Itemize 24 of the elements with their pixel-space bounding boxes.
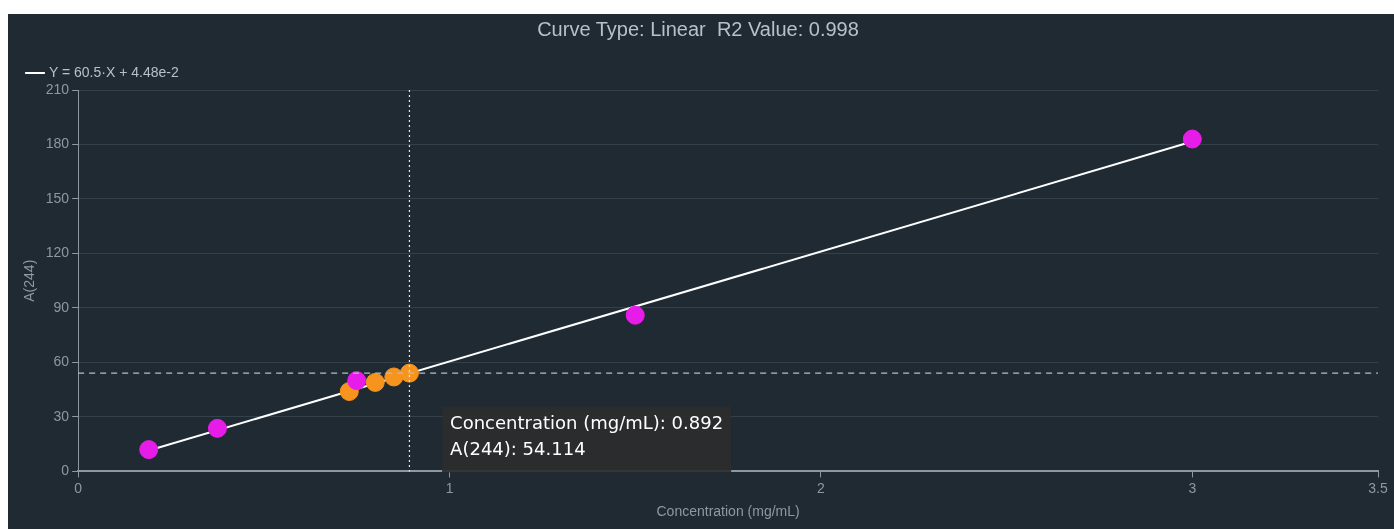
x-tick-label: 3 (1188, 479, 1197, 496)
point (347, 371, 367, 391)
y-tick-label: 0 (61, 462, 70, 479)
annotation: Concentration (mg/mL): 0.892 A(244): 54.114 (450, 412, 724, 460)
x-tick-label: 1 (445, 479, 454, 496)
y-tick-label: 60 (53, 353, 70, 370)
x-tick-label: 2 (817, 479, 826, 496)
x-tick-label: 3.5 (1368, 479, 1388, 496)
y-tick-label: 150 (45, 189, 70, 206)
x-tick-label: 0 (74, 479, 83, 496)
legend-label: Y = 60.5·X + 4.48e-2 (49, 63, 179, 80)
y-tick-label: 180 (45, 135, 70, 152)
y-tick-label: 30 (53, 407, 70, 424)
point (365, 372, 385, 392)
chart-title: Curve Type: Linear R2 Value: 0.998 (537, 17, 859, 40)
y-tick-label: 210 (45, 80, 70, 97)
y-axis-title: A(244) (21, 259, 38, 302)
x-axis-title: Concentration (mg/mL) (656, 503, 800, 520)
point (1182, 129, 1202, 149)
point (139, 440, 159, 460)
y-tick-label: 120 (45, 244, 70, 261)
y-tick-label: 90 (53, 298, 70, 315)
point (207, 418, 227, 438)
point (625, 305, 645, 325)
